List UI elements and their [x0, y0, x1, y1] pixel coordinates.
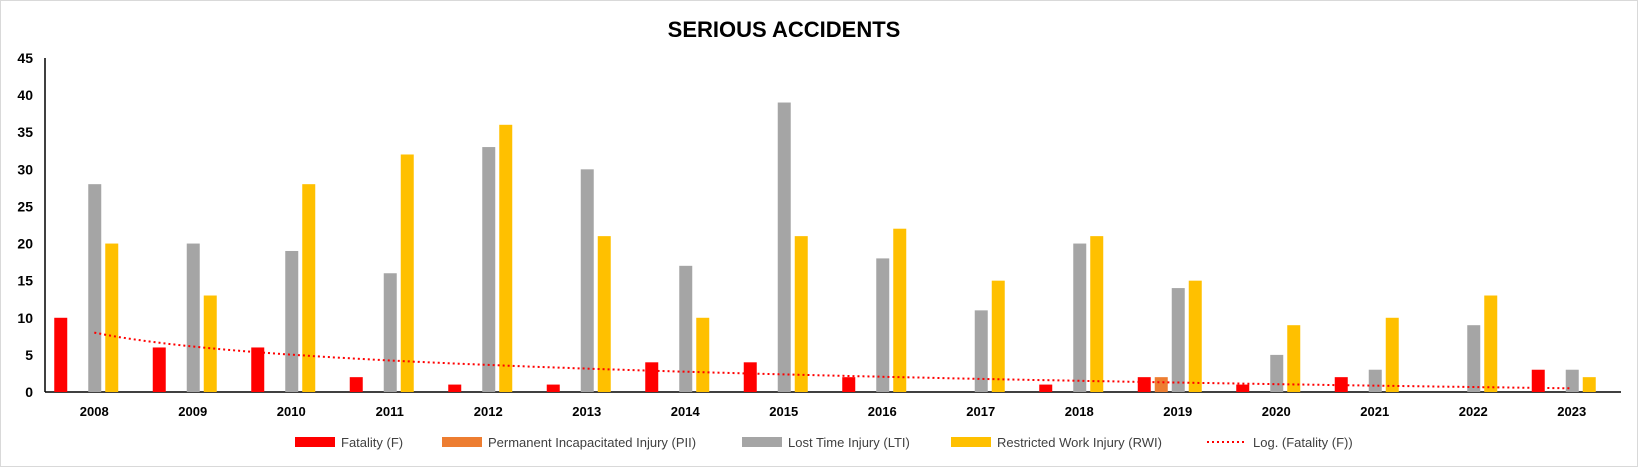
bar-lost-time-injury-lti-2021 [1368, 369, 1382, 392]
x-tick-label: 2021 [1360, 404, 1389, 419]
x-tick-label: 2020 [1262, 404, 1291, 419]
bar-restricted-work-injury-rwi-2021 [1385, 317, 1399, 392]
x-tick-label: 2012 [474, 404, 503, 419]
bar-lost-time-injury-lti-2014 [679, 265, 693, 392]
bar-fatality-f-2008 [54, 317, 68, 392]
y-tick-label: 20 [17, 236, 33, 252]
y-tick-label: 35 [17, 124, 33, 140]
bar-lost-time-injury-lti-2012 [482, 147, 496, 392]
bar-lost-time-injury-lti-2008 [88, 184, 102, 392]
x-tick-label: 2015 [769, 404, 798, 419]
bar-restricted-work-injury-rwi-2010 [302, 184, 316, 392]
bar-fatality-f-2009 [152, 347, 166, 392]
bar-fatality-f-2018 [1039, 384, 1053, 392]
bar-restricted-work-injury-rwi-2011 [400, 154, 414, 392]
bar-restricted-work-injury-rwi-2018 [1090, 236, 1104, 392]
bar-fatality-f-2019 [1137, 377, 1151, 392]
legend-label: Restricted Work Injury (RWI) [997, 435, 1162, 450]
bar-fatality-f-2021 [1334, 377, 1348, 392]
bar-restricted-work-injury-rwi-2013 [597, 236, 611, 392]
bar-lost-time-injury-lti-2019 [1171, 288, 1185, 392]
legend-swatch [442, 437, 482, 447]
bar-lost-time-injury-lti-2010 [285, 250, 299, 392]
bar-fatality-f-2014 [645, 362, 659, 392]
bar-fatality-f-2020 [1236, 384, 1250, 392]
x-tick-label: 2022 [1459, 404, 1488, 419]
bar-restricted-work-injury-rwi-2019 [1188, 280, 1202, 392]
bar-fatality-f-2013 [546, 384, 560, 392]
chart-title: SERIOUS ACCIDENTS [668, 17, 901, 42]
bar-restricted-work-injury-rwi-2017 [991, 280, 1005, 392]
y-axis: 0 5 10 15 20 25 30 35 40 45 [17, 50, 46, 400]
bars [54, 102, 1596, 393]
x-tick-label: 2013 [572, 404, 601, 419]
bar-fatality-f-2023 [1531, 369, 1545, 392]
bar-restricted-work-injury-rwi-2016 [893, 228, 907, 392]
y-tick-label: 10 [17, 310, 33, 326]
bar-restricted-work-injury-rwi-2014 [696, 317, 710, 392]
bar-restricted-work-injury-rwi-2022 [1484, 295, 1498, 392]
y-tick-label: 0 [25, 384, 33, 400]
bar-restricted-work-injury-rwi-2023 [1582, 377, 1596, 392]
bar-restricted-work-injury-rwi-2020 [1287, 325, 1301, 392]
bar-fatality-f-2016 [842, 377, 856, 392]
x-tick-label: 2010 [277, 404, 306, 419]
y-tick-label: 25 [17, 198, 33, 214]
bar-lost-time-injury-lti-2013 [580, 169, 594, 392]
trendline-path [94, 331, 1572, 390]
y-tick-label: 15 [17, 273, 33, 289]
bar-fatality-f-2010 [251, 347, 265, 392]
x-tick-label: 2018 [1065, 404, 1094, 419]
bar-lost-time-injury-lti-2023 [1565, 369, 1579, 392]
bar-restricted-work-injury-rwi-2015 [794, 236, 808, 392]
legend-label: Permanent Incapacitated Injury (PII) [488, 435, 696, 450]
bar-lost-time-injury-lti-2018 [1073, 243, 1087, 392]
x-axis: 2008 2009 2010 2011 2012 2013 2014 2015 2016 2017… [45, 391, 1621, 419]
bar-permanent-incapacitated-injury-pii-2019 [1154, 377, 1168, 392]
bar-fatality-f-2011 [349, 377, 363, 392]
x-tick-label: 2011 [376, 404, 404, 419]
y-tick-label: 45 [17, 50, 33, 66]
bar-lost-time-injury-lti-2022 [1467, 325, 1481, 392]
bar-restricted-work-injury-rwi-2009 [203, 295, 217, 392]
bar-lost-time-injury-lti-2011 [383, 273, 397, 392]
bar-fatality-f-2012 [448, 384, 462, 392]
bar-lost-time-injury-lti-2015 [777, 102, 791, 393]
x-tick-label: 2017 [966, 404, 995, 419]
legend-label: Lost Time Injury (LTI) [788, 435, 910, 450]
legend-label: Log. (Fatality (F)) [1253, 435, 1353, 450]
legend: Fatality (F) Permanent Incapacitated Inju… [295, 435, 1353, 450]
y-tick-label: 5 [25, 347, 33, 363]
trendline [94, 331, 1572, 390]
y-tick-label: 40 [17, 87, 33, 103]
bar-restricted-work-injury-rwi-2012 [499, 124, 513, 393]
legend-swatch [951, 437, 991, 447]
bar-lost-time-injury-lti-2009 [186, 243, 200, 392]
bar-lost-time-injury-lti-2017 [974, 310, 988, 392]
bar-restricted-work-injury-rwi-2008 [105, 243, 119, 392]
bar-lost-time-injury-lti-2016 [876, 258, 890, 392]
y-tick-label: 30 [17, 161, 33, 177]
legend-swatch [295, 437, 335, 447]
legend-swatch [742, 437, 782, 447]
x-tick-label: 2008 [80, 404, 109, 419]
x-tick-label: 2019 [1163, 404, 1192, 419]
legend-label: Fatality (F) [341, 435, 403, 450]
x-tick-label: 2009 [178, 404, 207, 419]
bar-fatality-f-2015 [743, 362, 757, 392]
x-tick-label: 2014 [671, 404, 701, 419]
x-tick-label: 2023 [1557, 404, 1586, 419]
x-tick-label: 2016 [868, 404, 897, 419]
bar-lost-time-injury-lti-2020 [1270, 354, 1284, 392]
